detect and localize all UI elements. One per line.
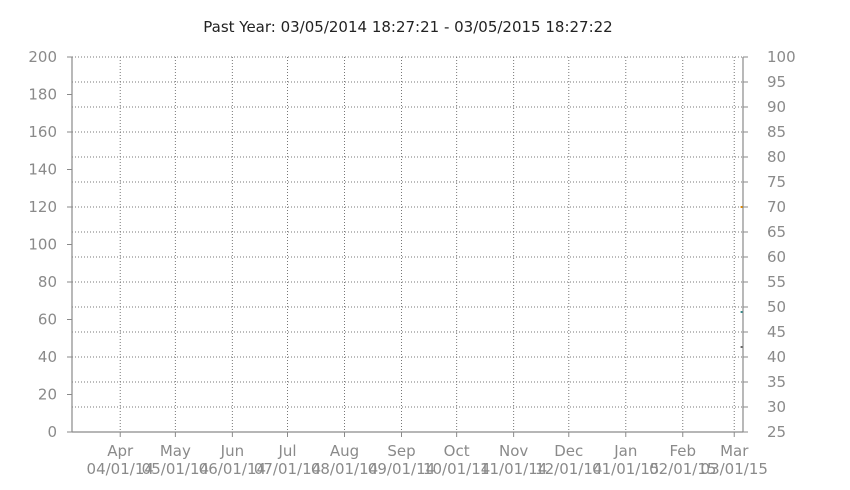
x-tick-date-label: 10/01/14 bbox=[423, 460, 490, 478]
left-tick-label: 80 bbox=[38, 273, 57, 291]
grid bbox=[72, 56, 743, 432]
data-point bbox=[740, 346, 743, 348]
x-tick-month-label: Apr bbox=[107, 442, 134, 460]
left-tick-label: 0 bbox=[47, 423, 57, 441]
x-tick-date-label: 11/01/14 bbox=[480, 460, 547, 478]
x-tick-date-label: 09/01/14 bbox=[368, 460, 435, 478]
right-tick-label: 65 bbox=[767, 223, 786, 241]
axes bbox=[71, 57, 744, 433]
x-tick-month-label: Nov bbox=[499, 442, 528, 460]
right-tick-label: 60 bbox=[767, 248, 786, 266]
x-tick-date-label: 02/01/15 bbox=[649, 460, 716, 478]
right-tick-label: 100 bbox=[767, 48, 796, 66]
left-y-axis: 0 20 40 60 80 100 120 140 160 180 200 bbox=[28, 48, 72, 441]
right-tick-label: 45 bbox=[767, 323, 786, 341]
right-y-axis: 25 30 35 40 45 50 55 60 65 70 75 80 85 90 95 100 bbox=[743, 48, 796, 441]
x-tick-month-label: May bbox=[160, 442, 191, 460]
x-tick-date-label: 03/01/15 bbox=[701, 460, 768, 478]
data-point bbox=[740, 206, 743, 208]
left-tick-label: 100 bbox=[28, 236, 57, 254]
left-tick-label: 200 bbox=[28, 48, 57, 66]
x-tick-month-label: Jul bbox=[277, 442, 296, 460]
x-tick-date-label: 07/01/14 bbox=[254, 460, 321, 478]
x-tick-date-label: 12/01/14 bbox=[535, 460, 602, 478]
left-tick-label: 40 bbox=[38, 348, 57, 366]
right-tick-label: 40 bbox=[767, 348, 786, 366]
x-tick-date-label: 01/01/15 bbox=[592, 460, 659, 478]
x-tick-month-label: Oct bbox=[444, 442, 470, 460]
x-tick-date-label: 08/01/14 bbox=[311, 460, 378, 478]
x-tick-month-label: Feb bbox=[669, 442, 696, 460]
x-tick-month-label: Dec bbox=[554, 442, 583, 460]
x-tick-date-label: 06/01/14 bbox=[199, 460, 266, 478]
chart-title: Past Year: 03/05/2014 18:27:21 - 03/05/2… bbox=[203, 18, 612, 36]
x-tick-month-label: Jan bbox=[613, 442, 637, 460]
data-point bbox=[740, 311, 743, 313]
x-tick-month-label: Aug bbox=[330, 442, 359, 460]
x-tick-date-label: 04/01/14 bbox=[87, 460, 154, 478]
x-tick-date-label: 05/01/14 bbox=[142, 460, 209, 478]
right-tick-label: 55 bbox=[767, 273, 786, 291]
right-tick-label: 70 bbox=[767, 198, 786, 216]
left-tick-label: 140 bbox=[28, 161, 57, 179]
x-tick-month-label: Jun bbox=[220, 442, 244, 460]
left-tick-label: 120 bbox=[28, 198, 57, 216]
right-tick-label: 25 bbox=[767, 423, 786, 441]
left-tick-label: 20 bbox=[38, 386, 57, 404]
right-tick-label: 75 bbox=[767, 173, 786, 191]
x-tick-month-label: Mar bbox=[720, 442, 749, 460]
right-tick-label: 50 bbox=[767, 298, 786, 316]
right-tick-label: 35 bbox=[767, 373, 786, 391]
right-tick-label: 85 bbox=[767, 123, 786, 141]
x-tick-month-label: Sep bbox=[387, 442, 415, 460]
left-tick-label: 160 bbox=[28, 123, 57, 141]
right-tick-label: 30 bbox=[767, 398, 786, 416]
left-tick-label: 60 bbox=[38, 311, 57, 329]
right-tick-label: 95 bbox=[767, 73, 786, 91]
series bbox=[740, 206, 743, 348]
right-tick-label: 80 bbox=[767, 148, 786, 166]
right-tick-label: 90 bbox=[767, 98, 786, 116]
left-tick-label: 180 bbox=[28, 86, 57, 104]
